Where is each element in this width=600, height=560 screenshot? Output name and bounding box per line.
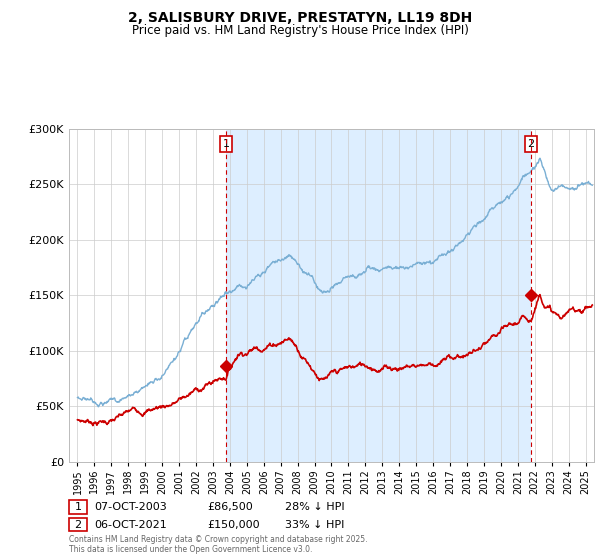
Text: £150,000: £150,000 [207, 520, 260, 530]
Text: 07-OCT-2003: 07-OCT-2003 [94, 502, 167, 512]
Text: 1: 1 [74, 502, 82, 512]
Text: 1: 1 [223, 139, 230, 149]
Bar [226, 129, 531, 462]
Text: 28% ↓ HPI: 28% ↓ HPI [285, 502, 344, 512]
Text: Price paid vs. HM Land Registry's House Price Index (HPI): Price paid vs. HM Land Registry's House … [131, 24, 469, 37]
Text: Contains HM Land Registry data © Crown copyright and database right 2025.
This d: Contains HM Land Registry data © Crown c… [69, 535, 367, 554]
Text: 33% ↓ HPI: 33% ↓ HPI [285, 520, 344, 530]
Text: 2: 2 [527, 139, 535, 149]
Text: 06-OCT-2021: 06-OCT-2021 [94, 520, 167, 530]
Text: £86,500: £86,500 [207, 502, 253, 512]
Text: 2, SALISBURY DRIVE, PRESTATYN, LL19 8DH: 2, SALISBURY DRIVE, PRESTATYN, LL19 8DH [128, 11, 472, 25]
Text: 2: 2 [74, 520, 82, 530]
